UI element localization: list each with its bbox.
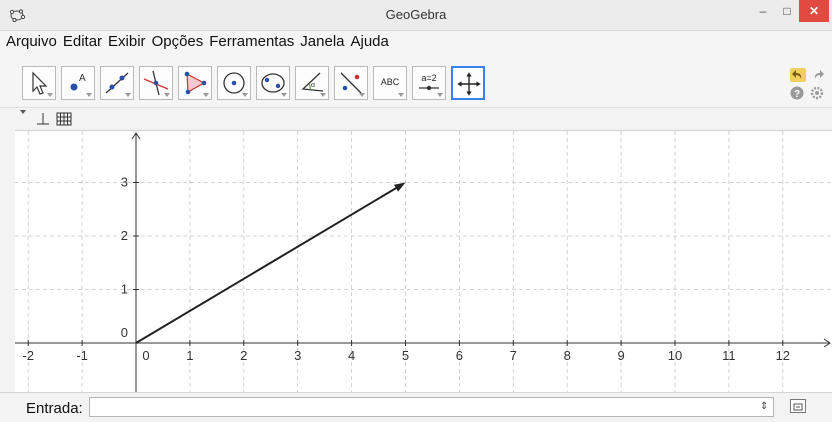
minimize-icon[interactable]: –: [759, 4, 767, 18]
line-through-points-icon: [105, 72, 129, 94]
circle-center-point-icon: [223, 72, 245, 94]
virtual-keyboard-icon[interactable]: [790, 399, 806, 413]
text-icon: ABC: [380, 77, 400, 87]
move-tool-button[interactable]: [22, 66, 56, 100]
y-tick-label: 2: [121, 228, 128, 243]
x-tick-label: 6: [456, 348, 463, 363]
svg-text:?: ?: [794, 89, 800, 100]
stylebar-collapse-icon[interactable]: [20, 110, 26, 116]
y-tick-label: 1: [121, 282, 128, 297]
polygon-tool-button[interactable]: [178, 66, 212, 100]
reflect-about-line-icon: [340, 72, 362, 94]
x-tick-label: 0: [142, 348, 149, 363]
cursor-arrow-icon: [32, 71, 48, 95]
x-tick-label: 8: [564, 348, 571, 363]
circle-tool-button[interactable]: [217, 66, 251, 100]
x-tick-label: 1: [186, 348, 193, 363]
move-graphics-view-icon: [457, 72, 481, 96]
perpendicular-line-icon: [143, 70, 169, 96]
x-tick-label: 11: [722, 348, 736, 363]
menu-opcoes[interactable]: Opções: [151, 33, 204, 50]
angle-tool-button[interactable]: α: [295, 66, 329, 100]
x-tick-label: 3: [294, 348, 301, 363]
gear-icon[interactable]: [810, 86, 824, 100]
line-tool-button[interactable]: [100, 66, 134, 100]
origin-label: 0: [121, 325, 128, 340]
maximize-icon[interactable]: □: [783, 4, 791, 18]
input-history-icon[interactable]: ⇕: [760, 401, 769, 412]
geogebra-logo-icon: [9, 9, 26, 23]
menu-bar: Arquivo Editar Exibir Opções Ferramentas…: [0, 31, 832, 53]
text-tool-button[interactable]: ABC: [373, 66, 407, 100]
perpendicular-tool-button[interactable]: [139, 66, 173, 100]
axes-toggle-icon[interactable]: [36, 112, 50, 126]
slider-tool-button[interactable]: a=2: [412, 66, 446, 100]
window-title: GeoGebra: [385, 7, 447, 22]
x-tick-label: 5: [402, 348, 409, 363]
point-icon: A: [70, 73, 86, 91]
polygon-icon: [184, 71, 207, 95]
x-tick-label: 9: [617, 348, 624, 363]
reflect-tool-button[interactable]: [334, 66, 368, 100]
x-tick-label: 12: [776, 348, 790, 363]
point-tool-button[interactable]: A: [61, 66, 95, 100]
move-graphics-tool-button[interactable]: [451, 66, 485, 100]
slider-icon: a=2: [421, 73, 437, 83]
grid-toggle-icon[interactable]: [56, 112, 72, 126]
input-bar: Entrada: ⇕: [0, 392, 832, 422]
x-tick-label: -2: [22, 348, 34, 363]
conic-tool-button[interactable]: [256, 66, 290, 100]
y-tick-label: 3: [121, 175, 128, 190]
svg-text:α: α: [311, 82, 315, 89]
y-axis-arrow: [131, 132, 141, 140]
menu-arquivo[interactable]: Arquivo: [6, 33, 57, 50]
help-icon[interactable]: ?: [790, 86, 804, 100]
x-tick-label: 2: [240, 348, 247, 363]
ellipse-icon: [261, 73, 285, 93]
svg-text:A: A: [79, 73, 86, 84]
angle-icon: α: [301, 72, 324, 92]
redo-icon[interactable]: [810, 68, 826, 82]
input-field[interactable]: [89, 397, 774, 417]
input-label: Entrada:: [26, 400, 83, 417]
toolbar: A α ABC: [0, 54, 832, 106]
vector-u[interactable]: [135, 187, 397, 344]
x-tick-label: 7: [510, 348, 517, 363]
x-tick-label: 4: [348, 348, 355, 363]
undo-icon[interactable]: [790, 68, 806, 82]
menu-janela[interactable]: Janela: [300, 33, 345, 50]
graphics-view[interactable]: -2 -1 0 1 2 3 4 5 6 7 8 9 10 11 12 1 2 3 0: [15, 130, 832, 393]
style-bar: [0, 107, 832, 130]
x-tick-label: 10: [668, 348, 682, 363]
menu-exibir[interactable]: Exibir: [108, 33, 146, 50]
menu-ferramentas[interactable]: Ferramentas: [209, 33, 295, 50]
x-tick-label: -1: [76, 348, 88, 363]
slider-track: [419, 85, 439, 91]
vector-arrowhead: [394, 182, 406, 192]
title-bar: GeoGebra – □ ✕: [0, 0, 832, 31]
menu-ajuda[interactable]: Ajuda: [350, 33, 389, 50]
menu-editar[interactable]: Editar: [62, 33, 103, 50]
x-axis-arrow: [823, 338, 831, 348]
close-icon[interactable]: ✕: [799, 0, 829, 22]
